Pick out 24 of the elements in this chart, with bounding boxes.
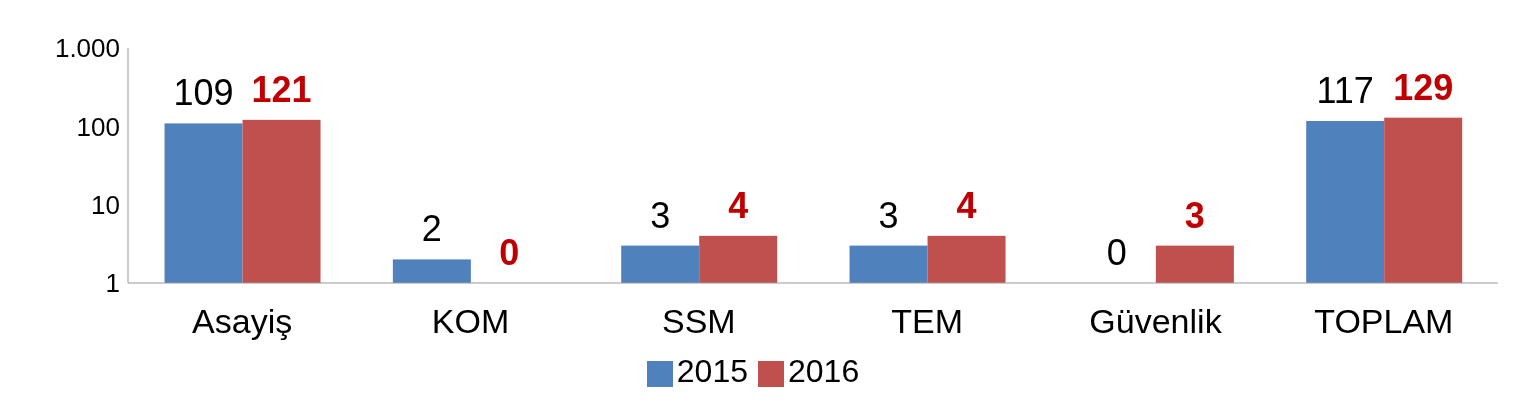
legend-label: 2015	[676, 353, 748, 389]
data-label: 2	[421, 208, 442, 250]
x-tick-label: Asayiş	[192, 302, 293, 341]
y-tick-label: 100	[76, 111, 120, 142]
data-label: 121	[251, 68, 312, 110]
data-label: 129	[1393, 66, 1454, 108]
x-tick-label: Güvenlik	[1089, 302, 1223, 341]
data-label: 117	[1316, 69, 1374, 111]
y-tick-label: 1	[105, 268, 120, 299]
data-label: 3	[1184, 194, 1205, 236]
x-tick-label: TOPLAM	[1314, 302, 1454, 341]
x-tick-label: KOM	[431, 302, 510, 341]
data-label: 109	[173, 72, 234, 114]
data-label: 3	[878, 194, 899, 236]
text: 0	[499, 232, 520, 273]
x-tick-label: TEM	[891, 302, 964, 341]
y-tick-label: 1.000	[54, 33, 120, 64]
x-tick-label: SSM	[661, 302, 736, 341]
data-label: 3	[650, 194, 671, 236]
data-label: 4	[956, 184, 977, 226]
text: 0	[1106, 232, 1127, 273]
legend-label: 2016	[788, 353, 860, 389]
data-label: 4	[728, 184, 749, 226]
y-tick-label: 10	[91, 189, 120, 220]
